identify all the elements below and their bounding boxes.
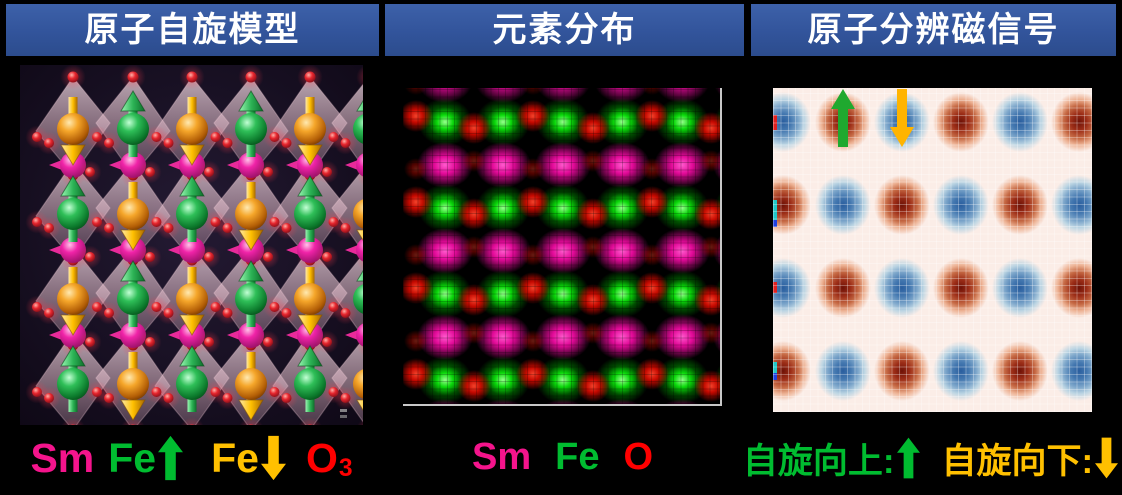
legend-o-label: O [305,434,338,481]
magnetic-atom-blob [815,258,871,318]
magnetic-atom-blob [815,341,871,401]
magnetic-atom-blob [992,341,1048,401]
legend-spin-model: Sm Fe Fe O 3 [20,429,363,487]
spin-up-arrow-icon [831,89,855,147]
magnetic-atom-blob [1051,258,1092,318]
magnetic-atom-blob [992,92,1048,152]
legend-fe-up-label: Fe [108,434,157,481]
spin-up-arrow-icon [896,437,920,479]
legend-o-label: O [623,435,654,478]
magnetic-atom-blob [933,175,989,235]
panel-header-magnetic-signal: 原子分辨磁信号 [751,4,1116,56]
legend-fe-down-label: Fe [211,434,259,481]
magnetic-atom-blob [874,175,930,235]
magnetic-atom-blob [933,341,989,401]
magnetic-atom-blob [874,258,930,318]
magnetic-atom-blob [1051,92,1092,152]
magnetic-atom-blob [815,175,871,235]
magnetic-atom-blob [773,341,811,401]
legend-fe-label: Fe [555,435,600,478]
panel-header-element-map: 元素分布 [385,4,744,56]
magnetic-atom-blob [992,258,1048,318]
magnetic-atom-blob [773,258,811,318]
magnetic-atom-blob [992,175,1048,235]
legend-sm-label: Sm [471,435,532,478]
magnetic-atom-blob [773,92,811,152]
spin-model-image [20,65,363,425]
legend-sm-label: Sm [30,434,95,481]
magnetic-atom-blob [773,175,811,235]
magnetic-atom-blob [933,258,989,318]
magnetic-signal-image [773,88,1092,412]
spin-down-arrow-icon [890,89,914,147]
legend-o-subscript: 3 [338,455,353,482]
legend-element-map: Sm Fe O [403,431,722,483]
spin-up-arrow-icon [158,435,184,481]
magnetic-atom-blob [1051,175,1092,235]
spin-down-arrow-icon [1095,437,1119,479]
element-map-image [403,88,722,406]
legend-spin-down-label: 自旋向下: [941,441,1094,481]
panel-header-spin-model: 原子自旋模型 [6,4,379,56]
magnetic-atom-blob [933,92,989,152]
legend-spin-up-label: 自旋向上: [742,441,895,481]
magnetic-atom-blob [874,341,930,401]
spin-down-arrow-icon [260,435,286,481]
magnetic-atom-blob [1051,341,1092,401]
legend-magnetic-signal: 自旋向上: 自旋向下: [741,429,1122,487]
